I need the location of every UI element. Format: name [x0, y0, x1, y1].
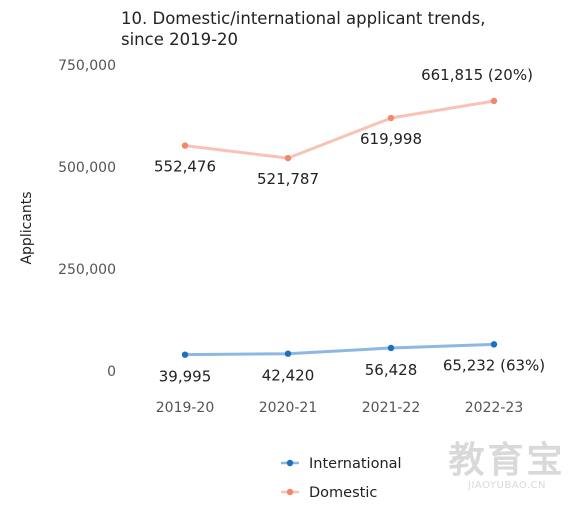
data-label-international: 65,232 (63%)	[443, 356, 545, 374]
data-point-domestic	[284, 154, 292, 162]
data-point-domestic	[490, 97, 498, 105]
legend-item-international: International	[281, 456, 402, 472]
legend-label: Domestic	[309, 485, 377, 501]
series-layer: 39,995 42,420 56,428 65,232 (63%) 552,476 521…	[154, 66, 545, 386]
data-label-domestic: 521,787	[257, 170, 319, 188]
y-axis-ticks: 0 250,000 500,000 750,000	[58, 58, 116, 380]
data-label-international: 39,995	[159, 368, 212, 386]
legend-item-domestic: Domestic	[281, 485, 377, 501]
legend-swatch-marker	[286, 459, 294, 467]
y-axis-label: Applicants	[19, 191, 35, 264]
chart-title-line-1: 10. Domestic/international applicant tre…	[121, 9, 485, 28]
y-tick-label: 0	[107, 364, 116, 380]
chart-title-line-2: since 2019-20	[121, 30, 238, 49]
watermark-site-text: JIAOYUBAO.CN	[467, 480, 546, 491]
data-point-international	[490, 341, 498, 348]
data-label-international: 56,428	[365, 361, 418, 379]
legend: International Domestic	[281, 456, 402, 501]
x-tick-label: 2019-20	[156, 400, 215, 416]
data-label-international: 42,420	[262, 367, 315, 385]
series-line-international	[183, 342, 496, 357]
x-axis-ticks: 2019-20 2020-21 2021-22 2022-23	[156, 400, 524, 416]
watermark-logo: 教育宝 JIAOYUBAO.CN	[448, 440, 565, 491]
x-tick-label: 2021-22	[362, 400, 421, 416]
data-point-international	[284, 350, 292, 357]
y-tick-label: 250,000	[58, 262, 116, 278]
data-label-domestic: 661,815 (20%)	[421, 66, 533, 84]
data-point-international	[387, 344, 395, 352]
data-point-domestic	[387, 114, 395, 122]
x-tick-label: 2022-23	[465, 400, 524, 416]
x-tick-label: 2020-21	[259, 400, 318, 416]
data-point-international	[181, 351, 189, 358]
data-label-domestic: 619,998	[360, 130, 422, 148]
series-line-domestic	[183, 99, 496, 160]
data-label-domestic: 552,476	[154, 158, 216, 176]
data-point-domestic	[181, 142, 189, 149]
legend-label: International	[309, 456, 402, 472]
y-tick-label: 500,000	[58, 160, 116, 176]
watermark-logo-text: 教育宝	[448, 440, 565, 481]
y-tick-label: 750,000	[58, 58, 116, 74]
legend-swatch-marker	[286, 488, 294, 496]
